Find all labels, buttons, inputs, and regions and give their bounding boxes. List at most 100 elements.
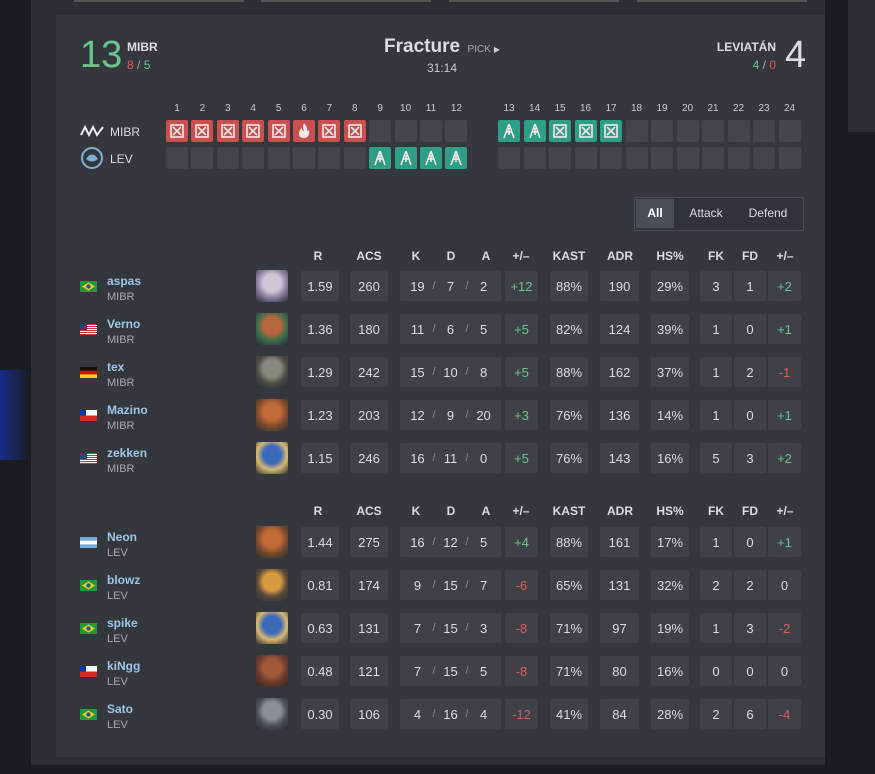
round-icon — [503, 123, 515, 139]
stat-cell: 0 — [700, 656, 732, 686]
flag — [80, 537, 97, 548]
player-team: LEV — [107, 633, 128, 645]
flag-stripe — [80, 463, 97, 464]
top-bar — [449, 0, 619, 2]
round-win — [498, 120, 520, 142]
flag-stripe — [80, 410, 97, 416]
stat-cell: +1 — [768, 314, 801, 344]
stat-cell: 1 — [700, 527, 732, 557]
round-number: 1 — [174, 103, 180, 114]
round-number: 3 — [225, 103, 231, 114]
stat-cell: 131 — [600, 570, 639, 600]
stat-cell: +4 — [505, 527, 538, 557]
stat-cell: 2 — [700, 570, 732, 600]
round-number: 5 — [275, 103, 282, 114]
kda-cell: 12 / 9 / 20 — [400, 400, 501, 430]
column-header: ADR — [607, 249, 633, 263]
player-name: Mazino — [107, 403, 148, 417]
team1-name: MIBR — [127, 40, 158, 54]
kda-cell: 4 / 16 / 4 — [400, 699, 501, 729]
tab[interactable]: Attack — [689, 206, 723, 220]
stat-value: 0 — [479, 450, 488, 466]
stat-cell: -8 — [505, 656, 538, 686]
player-team: MIBR — [107, 291, 135, 303]
round-icon — [528, 123, 541, 139]
stat-cell: 161 — [600, 527, 639, 557]
stat-cell: 1 — [700, 400, 732, 430]
tab[interactable]: Defend — [748, 206, 788, 220]
round-win — [343, 120, 366, 142]
team2-halves: 4 / 0 — [676, 58, 776, 72]
flag-stripe — [80, 540, 97, 545]
column-header: R — [313, 504, 323, 518]
stat-cell: 65% — [550, 570, 588, 600]
round-win — [191, 120, 214, 142]
flag-stripe — [80, 367, 97, 371]
stat-cell: +5 — [505, 443, 538, 473]
kda-cell: 9 / 15 / 7 — [400, 570, 501, 600]
stat-value: 19 — [410, 278, 425, 294]
agent-portrait — [256, 356, 288, 388]
top-bar — [74, 0, 244, 2]
stat-cell: 17% — [651, 527, 689, 557]
stat-cell: 0 — [734, 400, 766, 430]
stat-cell: 84 — [600, 699, 639, 729]
round-icon — [399, 150, 412, 166]
stat-value: 15 — [443, 620, 458, 636]
flag-circle — [86, 284, 91, 289]
round-slot — [651, 120, 673, 142]
flag — [80, 453, 97, 464]
icon-box — [322, 124, 337, 138]
icon-defuse — [503, 123, 515, 139]
tab[interactable]: All — [636, 199, 674, 228]
round-number: 21 — [707, 103, 719, 114]
flag-stripe — [80, 671, 97, 677]
stat-cell: 0.81 — [301, 570, 339, 600]
round-slot — [727, 120, 750, 142]
stat-cell: 88% — [550, 271, 588, 301]
round-icon — [246, 124, 260, 138]
stat-cell: 3 — [700, 271, 732, 301]
agent-portrait — [256, 612, 288, 644]
top-bar — [637, 0, 807, 2]
background-glow — [0, 370, 31, 460]
flag-stripe — [80, 544, 97, 548]
duration: 31:14 — [426, 61, 458, 75]
flag-circle — [86, 712, 91, 717]
stat-cell: 39% — [651, 314, 689, 344]
round-slot — [625, 120, 648, 142]
separator: / — [465, 579, 469, 591]
stat-value: 16 — [443, 706, 458, 722]
stat-cell: 180 — [350, 314, 388, 344]
round-number: 12 — [450, 103, 462, 114]
stat-cell: 97 — [600, 613, 639, 643]
stat-cell: 28% — [651, 699, 689, 729]
round-number: 19 — [656, 103, 668, 114]
separator: / — [465, 280, 469, 292]
icon-box — [246, 124, 260, 138]
stat-value: 15 — [410, 364, 425, 380]
stat-cell: 82% — [550, 314, 588, 344]
flag-stripe — [80, 374, 97, 378]
round-win — [394, 147, 417, 169]
separator: / — [432, 536, 436, 548]
stat-cell: 1.29 — [301, 357, 339, 387]
icon-box — [347, 124, 362, 138]
icon-x — [580, 126, 591, 136]
stat-cell: -12 — [505, 699, 538, 729]
stat-value: 5 — [479, 321, 488, 337]
attack-score: 8 — [127, 58, 134, 72]
player-team: LEV — [107, 719, 128, 731]
player-team: LEV — [107, 590, 128, 602]
icon-box — [220, 124, 235, 138]
stat-value: 16 — [410, 534, 425, 550]
stat-value: 4 — [479, 706, 488, 722]
agent-portrait — [256, 442, 288, 474]
round-win — [242, 120, 265, 142]
round-number: 2 — [199, 103, 206, 114]
flag-canton — [80, 666, 86, 672]
flag — [80, 410, 97, 421]
icon-x — [223, 126, 233, 136]
icon-box — [604, 124, 618, 138]
column-header: ACS — [356, 249, 382, 263]
